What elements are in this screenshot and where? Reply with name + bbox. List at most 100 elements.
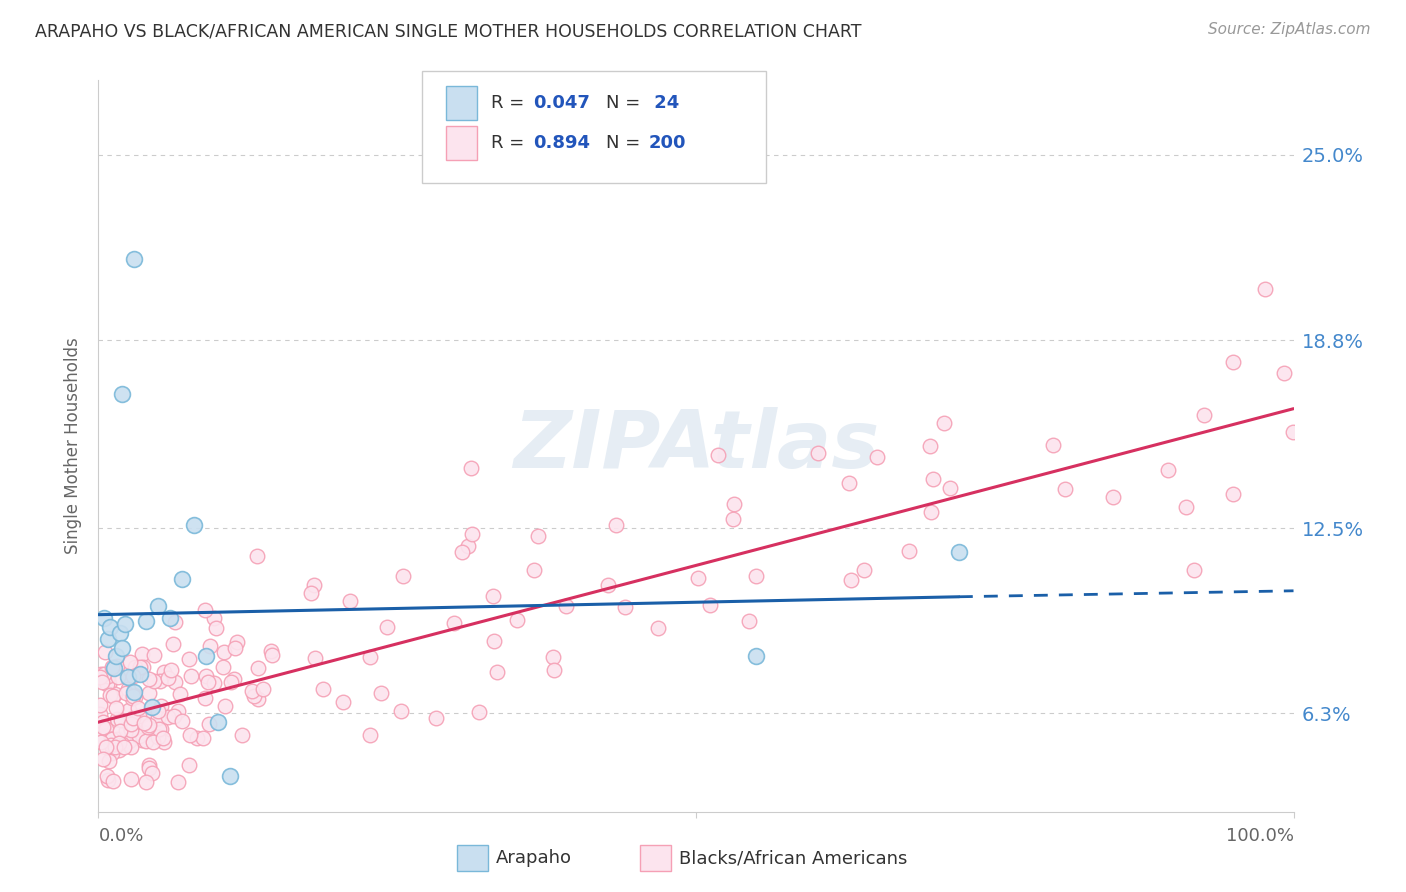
Point [120, 717, 142, 731]
Point [339, 594, 361, 608]
Point [839, 574, 862, 588]
Point [193, 731, 215, 746]
Point [920, 506, 942, 520]
Point [131, 733, 153, 747]
Point [1222, 486, 1244, 500]
Point [157, 671, 180, 685]
Point [136, 712, 159, 726]
Point [153, 665, 176, 679]
Point [240, 684, 263, 698]
Point [231, 728, 253, 742]
Point [135, 775, 157, 789]
Point [807, 446, 830, 460]
Point [425, 711, 447, 725]
Point [1254, 282, 1277, 296]
Point [111, 386, 134, 401]
Point [224, 641, 246, 656]
Point [202, 675, 225, 690]
Text: Arapaho: Arapaho [496, 849, 572, 867]
Point [921, 472, 943, 486]
Point [1272, 366, 1295, 380]
Text: 0.894: 0.894 [533, 134, 591, 152]
Point [148, 722, 170, 736]
Point [120, 772, 142, 786]
Point [194, 690, 217, 705]
Point [1222, 355, 1244, 369]
Point [89, 731, 111, 745]
Point [838, 476, 860, 491]
Point [93, 610, 115, 624]
Point [91, 719, 114, 733]
Point [96, 722, 118, 736]
Point [91, 674, 114, 689]
Point [177, 757, 200, 772]
Point [450, 544, 472, 558]
Point [132, 659, 155, 673]
Point [165, 615, 187, 630]
Point [202, 610, 225, 624]
Point [105, 701, 128, 715]
Point [108, 736, 131, 750]
Point [359, 650, 381, 665]
Point [97, 772, 120, 787]
Point [686, 571, 709, 585]
Y-axis label: Single Mother Households: Single Mother Households [63, 338, 82, 554]
Point [110, 714, 132, 728]
Point [149, 699, 172, 714]
Point [98, 688, 121, 702]
Point [707, 448, 730, 462]
Point [332, 695, 354, 709]
Point [197, 675, 219, 690]
Point [1042, 437, 1064, 451]
Text: R =: R = [491, 94, 530, 112]
Point [522, 563, 544, 577]
Point [163, 708, 186, 723]
Point [299, 586, 322, 600]
Point [129, 667, 152, 681]
Point [302, 578, 325, 592]
Point [110, 723, 132, 738]
Point [1175, 500, 1198, 514]
Point [115, 723, 138, 737]
Point [370, 686, 392, 700]
Point [96, 769, 118, 783]
Point [212, 660, 235, 674]
Point [138, 758, 160, 772]
Text: N =: N = [606, 134, 645, 152]
Point [460, 461, 482, 475]
Point [486, 665, 509, 680]
Point [110, 737, 132, 751]
Point [200, 639, 222, 653]
Point [117, 681, 139, 696]
Point [108, 742, 131, 756]
Point [121, 690, 143, 704]
Point [260, 643, 283, 657]
Point [135, 733, 157, 747]
Point [121, 690, 143, 705]
Point [214, 699, 236, 714]
Point [138, 685, 160, 699]
Point [527, 529, 550, 543]
Point [195, 668, 218, 682]
Point [898, 544, 921, 558]
Point [138, 761, 160, 775]
Point [304, 651, 326, 665]
Point [89, 698, 111, 713]
Point [165, 675, 187, 690]
Point [101, 747, 124, 761]
Point [124, 690, 146, 705]
Point [1053, 483, 1076, 497]
Point [129, 660, 152, 674]
Point [148, 704, 170, 718]
Point [93, 721, 115, 735]
Point [91, 751, 114, 765]
Point [723, 497, 745, 511]
Point [1282, 425, 1305, 439]
Point [457, 539, 479, 553]
Point [132, 715, 155, 730]
Point [744, 568, 766, 582]
Point [260, 648, 283, 663]
Point [443, 615, 465, 630]
Text: Blacks/African Americans: Blacks/African Americans [679, 849, 907, 867]
Point [90, 667, 112, 681]
